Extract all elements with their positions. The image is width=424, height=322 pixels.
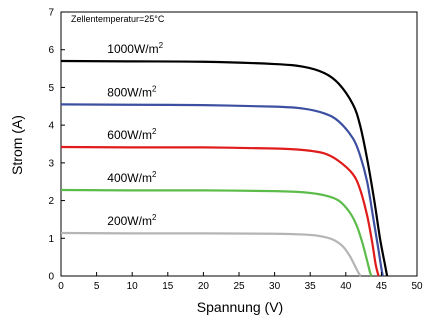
x-tick-label: 20 xyxy=(198,281,210,292)
y-axis-ticks: 0 1 2 3 4 5 6 7 xyxy=(48,8,65,283)
iv-curve-1 xyxy=(60,103,384,277)
iv-curve-2 xyxy=(60,145,380,277)
y-tick-label: 3 xyxy=(48,158,54,169)
x-axis-title: Spannung (V) xyxy=(197,299,283,315)
series-label: 1000W/m2 xyxy=(107,41,163,56)
y-tick-label: 5 xyxy=(48,83,54,94)
x-tick-label: 5 xyxy=(94,281,100,292)
x-axis-ticks: 0 5 10 15 20 25 30 35 40 45 50 xyxy=(58,272,423,292)
y-tick-label: 1 xyxy=(48,234,54,245)
series-label: 400W/m2 xyxy=(107,170,157,185)
x-tick-label: 25 xyxy=(233,281,245,292)
temperature-annotation: Zellentemperatur=25°C xyxy=(71,14,165,24)
y-tick-label: 7 xyxy=(48,8,54,19)
y-tick-label: 2 xyxy=(48,196,54,207)
x-tick-label: 10 xyxy=(127,281,139,292)
series-label: 800W/m2 xyxy=(107,84,157,99)
series-label-layer: 1000W/m2 800W/m2 600W/m2 400W/m2 200W/m2 xyxy=(107,41,163,228)
y-axis-title: Strom (A) xyxy=(9,115,25,175)
x-tick-label: 50 xyxy=(411,281,423,292)
iv-curve-4 xyxy=(60,231,362,277)
y-tick-label: 4 xyxy=(48,121,54,132)
series-label: 200W/m2 xyxy=(107,213,157,228)
y-tick-label: 0 xyxy=(48,272,54,283)
x-tick-label: 15 xyxy=(162,281,174,292)
x-tick-label: 40 xyxy=(340,281,352,292)
x-tick-label: 30 xyxy=(269,281,281,292)
iv-curve-3 xyxy=(60,188,373,277)
y-tick-label: 6 xyxy=(48,45,54,56)
x-tick-label: 45 xyxy=(376,281,388,292)
iv-curve-0 xyxy=(60,59,389,277)
curve-layer xyxy=(60,59,389,277)
series-label: 600W/m2 xyxy=(107,127,157,142)
x-tick-label: 0 xyxy=(58,281,64,292)
x-tick-label: 35 xyxy=(305,281,317,292)
